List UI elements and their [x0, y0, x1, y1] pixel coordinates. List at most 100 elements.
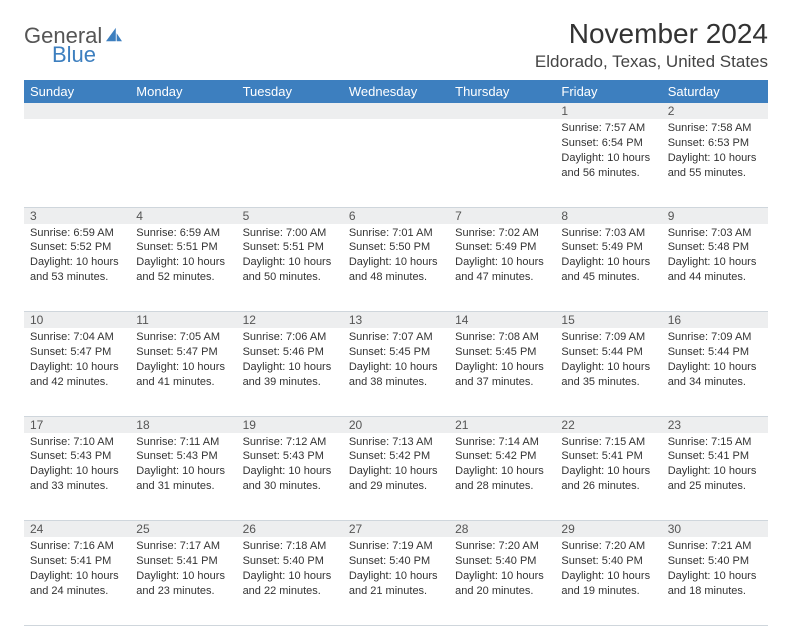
sunrise-line: Sunrise: 7:16 AM	[30, 539, 124, 554]
day-number-cell: 26	[237, 521, 343, 538]
weekday-header: Wednesday	[343, 80, 449, 103]
day-details: Sunrise: 7:11 AMSunset: 5:43 PMDaylight:…	[130, 433, 236, 498]
sunrise-line: Sunrise: 7:57 AM	[561, 121, 655, 136]
sunrise-line: Sunrise: 7:15 AM	[668, 435, 762, 450]
day-number-cell: 24	[24, 521, 130, 538]
sunrise-line: Sunrise: 7:18 AM	[243, 539, 337, 554]
day-details: Sunrise: 7:08 AMSunset: 5:45 PMDaylight:…	[449, 328, 555, 393]
sunrise-line: Sunrise: 7:01 AM	[349, 226, 443, 241]
daylight-line: Daylight: 10 hours and 22 minutes.	[243, 569, 337, 599]
day-cell: Sunrise: 7:03 AMSunset: 5:49 PMDaylight:…	[555, 224, 661, 312]
day-number-cell	[24, 103, 130, 119]
day-number-cell: 3	[24, 207, 130, 224]
day-number-cell: 11	[130, 312, 236, 329]
day-cell	[449, 119, 555, 207]
sunrise-line: Sunrise: 7:08 AM	[455, 330, 549, 345]
day-details: Sunrise: 7:57 AMSunset: 6:54 PMDaylight:…	[555, 119, 661, 184]
daylight-line: Daylight: 10 hours and 28 minutes.	[455, 464, 549, 494]
sunset-line: Sunset: 6:54 PM	[561, 136, 655, 151]
daylight-line: Daylight: 10 hours and 20 minutes.	[455, 569, 549, 599]
sunrise-line: Sunrise: 7:07 AM	[349, 330, 443, 345]
day-details: Sunrise: 7:18 AMSunset: 5:40 PMDaylight:…	[237, 537, 343, 602]
daylight-line: Daylight: 10 hours and 52 minutes.	[136, 255, 230, 285]
daylight-line: Daylight: 10 hours and 53 minutes.	[30, 255, 124, 285]
sunrise-line: Sunrise: 7:02 AM	[455, 226, 549, 241]
day-number-cell: 8	[555, 207, 661, 224]
day-number-cell: 9	[662, 207, 768, 224]
day-details: Sunrise: 7:19 AMSunset: 5:40 PMDaylight:…	[343, 537, 449, 602]
day-details: Sunrise: 7:13 AMSunset: 5:42 PMDaylight:…	[343, 433, 449, 498]
day-number-row: 10111213141516	[24, 312, 768, 329]
day-number-cell: 2	[662, 103, 768, 119]
weekday-header: Sunday	[24, 80, 130, 103]
sunset-line: Sunset: 5:45 PM	[455, 345, 549, 360]
weekday-header: Saturday	[662, 80, 768, 103]
day-number-cell: 22	[555, 416, 661, 433]
sunset-line: Sunset: 5:40 PM	[561, 554, 655, 569]
weekday-header: Friday	[555, 80, 661, 103]
title-block: November 2024 Eldorado, Texas, United St…	[535, 18, 768, 72]
day-number-cell: 13	[343, 312, 449, 329]
daylight-line: Daylight: 10 hours and 44 minutes.	[668, 255, 762, 285]
day-details: Sunrise: 7:03 AMSunset: 5:48 PMDaylight:…	[662, 224, 768, 289]
sunrise-line: Sunrise: 7:05 AM	[136, 330, 230, 345]
sunrise-line: Sunrise: 7:21 AM	[668, 539, 762, 554]
sunrise-line: Sunrise: 7:58 AM	[668, 121, 762, 136]
sunrise-line: Sunrise: 7:14 AM	[455, 435, 549, 450]
day-number-cell	[343, 103, 449, 119]
day-cell: Sunrise: 7:57 AMSunset: 6:54 PMDaylight:…	[555, 119, 661, 207]
daylight-line: Daylight: 10 hours and 26 minutes.	[561, 464, 655, 494]
calendar-header-row: SundayMondayTuesdayWednesdayThursdayFrid…	[24, 80, 768, 103]
daylight-line: Daylight: 10 hours and 19 minutes.	[561, 569, 655, 599]
day-details: Sunrise: 7:21 AMSunset: 5:40 PMDaylight:…	[662, 537, 768, 602]
day-cell: Sunrise: 7:08 AMSunset: 5:45 PMDaylight:…	[449, 328, 555, 416]
day-number-cell: 4	[130, 207, 236, 224]
day-details: Sunrise: 7:14 AMSunset: 5:42 PMDaylight:…	[449, 433, 555, 498]
daylight-line: Daylight: 10 hours and 37 minutes.	[455, 360, 549, 390]
day-cell: Sunrise: 7:14 AMSunset: 5:42 PMDaylight:…	[449, 433, 555, 521]
sunset-line: Sunset: 5:40 PM	[668, 554, 762, 569]
day-number-cell: 28	[449, 521, 555, 538]
sunset-line: Sunset: 5:40 PM	[349, 554, 443, 569]
day-cell	[130, 119, 236, 207]
day-details: Sunrise: 7:09 AMSunset: 5:44 PMDaylight:…	[662, 328, 768, 393]
sunset-line: Sunset: 5:40 PM	[455, 554, 549, 569]
month-title: November 2024	[535, 18, 768, 50]
day-cell: Sunrise: 7:03 AMSunset: 5:48 PMDaylight:…	[662, 224, 768, 312]
sunrise-line: Sunrise: 6:59 AM	[136, 226, 230, 241]
weekday-header: Tuesday	[237, 80, 343, 103]
day-number-cell: 21	[449, 416, 555, 433]
sunrise-line: Sunrise: 7:13 AM	[349, 435, 443, 450]
day-details: Sunrise: 7:02 AMSunset: 5:49 PMDaylight:…	[449, 224, 555, 289]
sunset-line: Sunset: 5:40 PM	[243, 554, 337, 569]
day-cell	[237, 119, 343, 207]
day-number-cell: 20	[343, 416, 449, 433]
day-details: Sunrise: 7:06 AMSunset: 5:46 PMDaylight:…	[237, 328, 343, 393]
day-cell: Sunrise: 7:07 AMSunset: 5:45 PMDaylight:…	[343, 328, 449, 416]
day-details: Sunrise: 7:16 AMSunset: 5:41 PMDaylight:…	[24, 537, 130, 602]
day-cell: Sunrise: 7:15 AMSunset: 5:41 PMDaylight:…	[662, 433, 768, 521]
daylight-line: Daylight: 10 hours and 18 minutes.	[668, 569, 762, 599]
day-number-cell: 15	[555, 312, 661, 329]
weekday-header: Monday	[130, 80, 236, 103]
sunrise-line: Sunrise: 7:17 AM	[136, 539, 230, 554]
day-details: Sunrise: 7:01 AMSunset: 5:50 PMDaylight:…	[343, 224, 449, 289]
sunset-line: Sunset: 5:51 PM	[243, 240, 337, 255]
sunset-line: Sunset: 5:50 PM	[349, 240, 443, 255]
daylight-line: Daylight: 10 hours and 33 minutes.	[30, 464, 124, 494]
sunset-line: Sunset: 5:48 PM	[668, 240, 762, 255]
sunrise-line: Sunrise: 7:19 AM	[349, 539, 443, 554]
day-number-cell: 1	[555, 103, 661, 119]
daylight-line: Daylight: 10 hours and 30 minutes.	[243, 464, 337, 494]
sunset-line: Sunset: 5:49 PM	[455, 240, 549, 255]
day-cell: Sunrise: 7:10 AMSunset: 5:43 PMDaylight:…	[24, 433, 130, 521]
day-details: Sunrise: 7:20 AMSunset: 5:40 PMDaylight:…	[449, 537, 555, 602]
daylight-line: Daylight: 10 hours and 42 minutes.	[30, 360, 124, 390]
daylight-line: Daylight: 10 hours and 21 minutes.	[349, 569, 443, 599]
week-row: Sunrise: 7:57 AMSunset: 6:54 PMDaylight:…	[24, 119, 768, 207]
sunrise-line: Sunrise: 6:59 AM	[30, 226, 124, 241]
sunset-line: Sunset: 5:41 PM	[136, 554, 230, 569]
daylight-line: Daylight: 10 hours and 25 minutes.	[668, 464, 762, 494]
sunrise-line: Sunrise: 7:15 AM	[561, 435, 655, 450]
day-cell: Sunrise: 7:06 AMSunset: 5:46 PMDaylight:…	[237, 328, 343, 416]
